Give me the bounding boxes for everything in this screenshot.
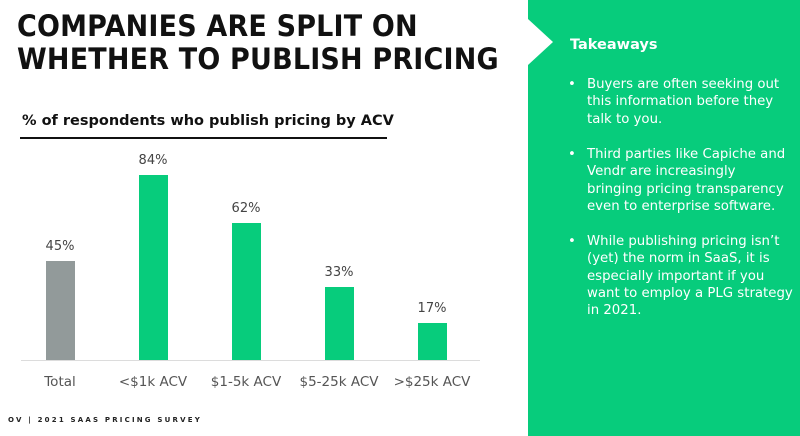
- chart-title-underline: [20, 137, 387, 139]
- category-label: Total: [44, 374, 76, 390]
- bar-value-label: 45%: [45, 239, 75, 254]
- title-line-1: COMPANIES ARE SPLIT ON: [17, 9, 418, 43]
- bullet-icon: •: [568, 77, 576, 92]
- bar-value-label: 33%: [324, 265, 354, 280]
- bar: [231, 223, 261, 360]
- takeaway-item: • Third parties like Capiche and Vendr ar…: [568, 146, 786, 214]
- bullet-icon: •: [568, 233, 576, 249]
- chart-title: % of respondents who publish pricing by …: [22, 113, 394, 129]
- footer-source: OV | 2021 SAAS PRICING SURVEY: [8, 416, 202, 424]
- category-label: $5-25k ACV: [299, 374, 379, 390]
- category-label: >$25k ACV: [393, 374, 471, 390]
- bar: [324, 287, 354, 360]
- panel-arrow-notch: [528, 19, 553, 65]
- category-label: $1-5k ACV: [210, 374, 282, 390]
- bar-value-label: 17%: [417, 301, 447, 316]
- takeaways-title: Takeaways: [570, 37, 658, 53]
- takeaways-panel: [528, 0, 800, 436]
- takeaway-item: • Buyers are often seeking out this infor…: [568, 77, 780, 127]
- slide-title: COMPANIES ARE SPLIT ON WHETHER TO PUBLIS…: [17, 10, 499, 76]
- bar-value-label: 84%: [138, 153, 168, 168]
- category-label: <$1k ACV: [118, 374, 188, 390]
- bar-value-label: 62%: [231, 201, 261, 216]
- takeaway-item: • While publishing pricing isn’t (yet) th…: [568, 233, 793, 319]
- bar: [138, 175, 168, 360]
- chart-baseline: [21, 360, 480, 361]
- takeaways-list: • Buyers are often seeking out this infor…: [566, 76, 794, 337]
- bar: [45, 261, 75, 360]
- bar: [417, 323, 447, 360]
- title-line-2: WHETHER TO PUBLISH PRICING: [17, 42, 499, 76]
- bullet-icon: •: [568, 146, 576, 162]
